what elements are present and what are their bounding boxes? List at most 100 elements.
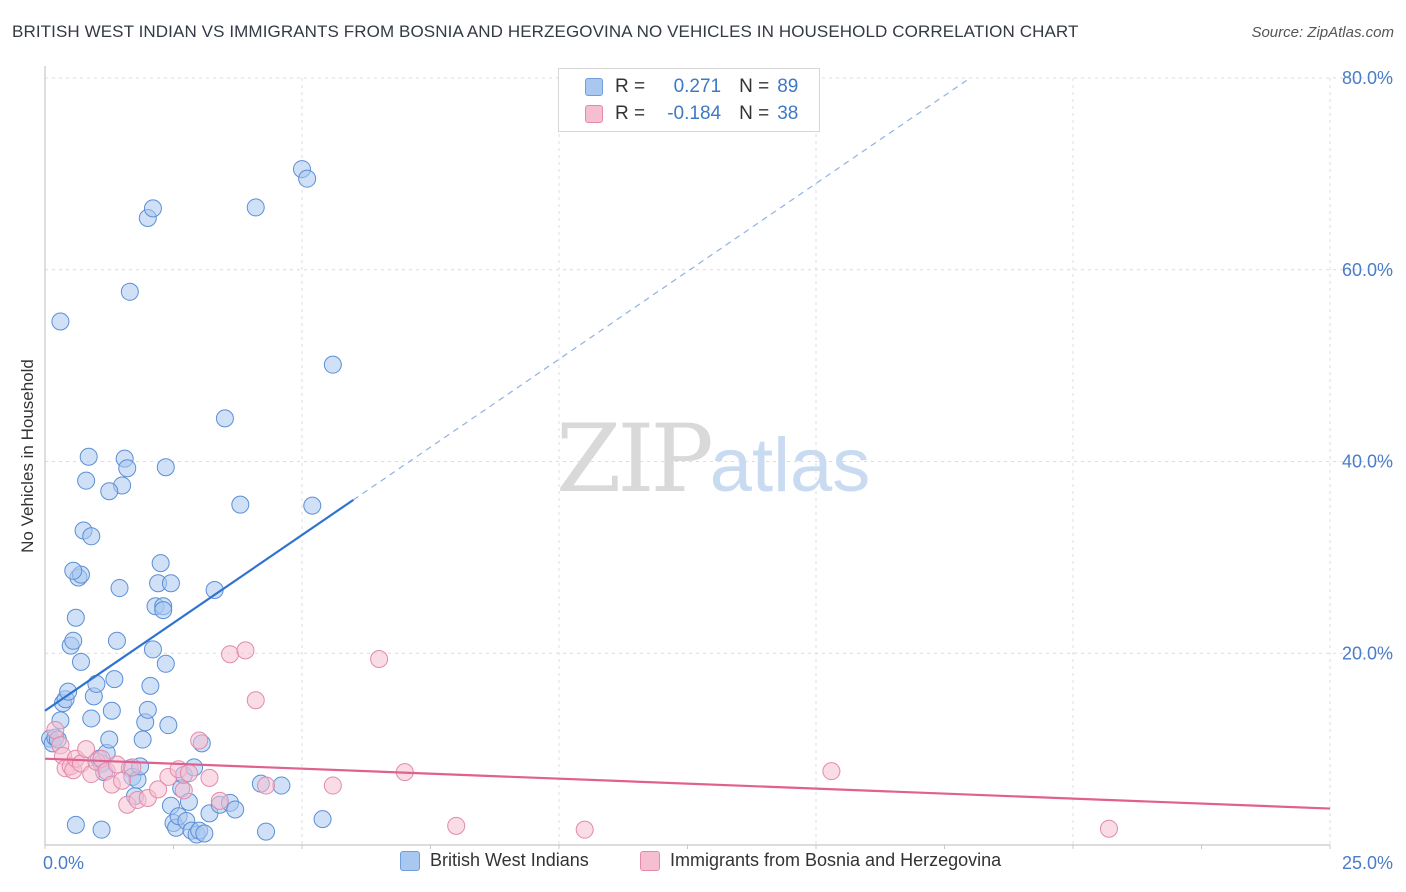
watermark-zip: ZIP — [556, 405, 714, 514]
point-bosnia[interactable] — [1099, 819, 1118, 838]
point-british-west-indians[interactable] — [226, 800, 245, 819]
point-british-west-indians[interactable] — [120, 282, 139, 301]
grid — [44, 66, 1395, 849]
point-british-west-indians[interactable] — [51, 312, 70, 331]
y-tick-label: 40.0% — [1342, 452, 1393, 472]
legend-n-value: 38 — [777, 103, 799, 124]
data-points — [41, 160, 1118, 844]
y-tick-label: 80.0% — [1342, 68, 1393, 88]
point-british-west-indians[interactable] — [100, 730, 119, 749]
point-british-west-indians[interactable] — [71, 652, 90, 671]
point-bosnia[interactable] — [323, 776, 342, 795]
trend-line-british-west-indians — [44, 498, 355, 712]
legend-swatch-pink — [585, 105, 603, 123]
point-bosnia[interactable] — [149, 780, 168, 799]
point-british-west-indians[interactable] — [303, 496, 322, 515]
trend-lines — [44, 77, 1331, 810]
point-bosnia[interactable] — [113, 771, 132, 790]
point-bosnia[interactable] — [246, 691, 265, 710]
legend-swatch-pink — [640, 850, 660, 871]
legend-row-bosnia: R = -0.184 N = 38 — [585, 101, 798, 127]
stats-legend: R = 0.271 N = 89 R = -0.184 N = 38 — [558, 68, 820, 132]
point-british-west-indians[interactable] — [257, 822, 276, 841]
point-british-west-indians[interactable] — [66, 608, 85, 627]
point-bosnia[interactable] — [190, 731, 209, 750]
point-british-west-indians[interactable] — [92, 820, 111, 839]
point-british-west-indians[interactable] — [141, 676, 160, 695]
legend-swatch-blue — [585, 78, 603, 96]
point-british-west-indians[interactable] — [272, 776, 291, 795]
point-british-west-indians[interactable] — [102, 701, 121, 720]
trend-extension-british-west-indians — [353, 77, 971, 501]
point-british-west-indians[interactable] — [156, 654, 175, 673]
point-british-west-indians[interactable] — [110, 579, 129, 598]
legend-r-label: R = — [615, 76, 646, 97]
point-british-west-indians[interactable] — [118, 459, 137, 478]
point-british-west-indians[interactable] — [231, 495, 250, 514]
point-bosnia[interactable] — [236, 641, 255, 660]
point-bosnia[interactable] — [221, 645, 240, 664]
point-british-west-indians[interactable] — [156, 458, 175, 477]
legend-n-label: N = — [739, 76, 770, 97]
legend-r-value: 0.271 — [673, 76, 722, 97]
point-british-west-indians[interactable] — [100, 482, 119, 501]
point-bosnia[interactable] — [575, 820, 594, 839]
legend-label: British West Indians — [430, 850, 589, 870]
tick-labels: 20.0% 40.0% 60.0% 80.0% 0.0% 25.0% — [43, 68, 1393, 873]
point-british-west-indians[interactable] — [143, 199, 162, 218]
point-british-west-indians[interactable] — [82, 527, 101, 546]
point-bosnia[interactable] — [370, 650, 389, 669]
point-british-west-indians[interactable] — [313, 810, 332, 829]
point-bosnia[interactable] — [179, 764, 198, 783]
point-british-west-indians[interactable] — [151, 554, 170, 573]
legend-label: Immigrants from Bosnia and Herzegovina — [670, 850, 1002, 870]
point-bosnia[interactable] — [174, 781, 193, 800]
chart-title: BRITISH WEST INDIAN VS IMMIGRANTS FROM B… — [12, 22, 1079, 41]
point-british-west-indians[interactable] — [82, 709, 101, 728]
point-british-west-indians[interactable] — [64, 631, 83, 650]
point-british-west-indians[interactable] — [298, 169, 317, 188]
legend-r-label: R = — [615, 103, 646, 124]
x-tick-label: 0.0% — [43, 853, 84, 873]
x-tick-label: 25.0% — [1342, 853, 1393, 873]
point-british-west-indians[interactable] — [246, 198, 265, 217]
legend-n-label: N = — [739, 103, 770, 124]
point-bosnia[interactable] — [822, 762, 841, 781]
legend-swatch-blue — [400, 850, 420, 871]
point-british-west-indians[interactable] — [77, 471, 96, 490]
point-british-west-indians[interactable] — [159, 716, 178, 735]
point-bosnia[interactable] — [447, 816, 466, 835]
trend-line-bosnia — [44, 757, 1331, 810]
point-british-west-indians[interactable] — [105, 670, 124, 689]
legend-n-value: 89 — [777, 76, 799, 97]
y-tick-label: 60.0% — [1342, 260, 1393, 280]
legend-item-british-west-indians[interactable]: British West Indians — [400, 850, 589, 871]
point-british-west-indians[interactable] — [161, 574, 180, 593]
point-british-west-indians[interactable] — [323, 355, 342, 374]
legend-row-british-west-indians: R = 0.271 N = 89 — [585, 74, 798, 100]
point-british-west-indians[interactable] — [133, 730, 152, 749]
watermark: ZIPatlas — [556, 405, 870, 514]
point-bosnia[interactable] — [46, 720, 65, 739]
point-british-west-indians[interactable] — [143, 640, 162, 659]
point-bosnia[interactable] — [77, 740, 96, 759]
watermark-atlas: atlas — [709, 423, 871, 508]
point-bosnia[interactable] — [200, 768, 219, 787]
point-british-west-indians[interactable] — [79, 447, 98, 466]
legend-item-bosnia[interactable]: Immigrants from Bosnia and Herzegovina — [640, 850, 1001, 871]
point-british-west-indians[interactable] — [66, 815, 85, 834]
point-bosnia[interactable] — [107, 755, 126, 774]
source-label: Source: ZipAtlas.com — [1251, 24, 1394, 41]
point-british-west-indians[interactable] — [154, 601, 173, 620]
point-british-west-indians[interactable] — [107, 631, 126, 650]
point-british-west-indians[interactable] — [195, 824, 214, 843]
point-bosnia[interactable] — [210, 791, 229, 810]
point-bosnia[interactable] — [257, 776, 276, 795]
point-british-west-indians[interactable] — [87, 674, 106, 693]
point-british-west-indians[interactable] — [138, 700, 157, 719]
point-british-west-indians[interactable] — [59, 682, 78, 701]
point-british-west-indians[interactable] — [215, 409, 234, 428]
point-british-west-indians[interactable] — [64, 561, 83, 580]
y-tick-label: 20.0% — [1342, 643, 1393, 663]
